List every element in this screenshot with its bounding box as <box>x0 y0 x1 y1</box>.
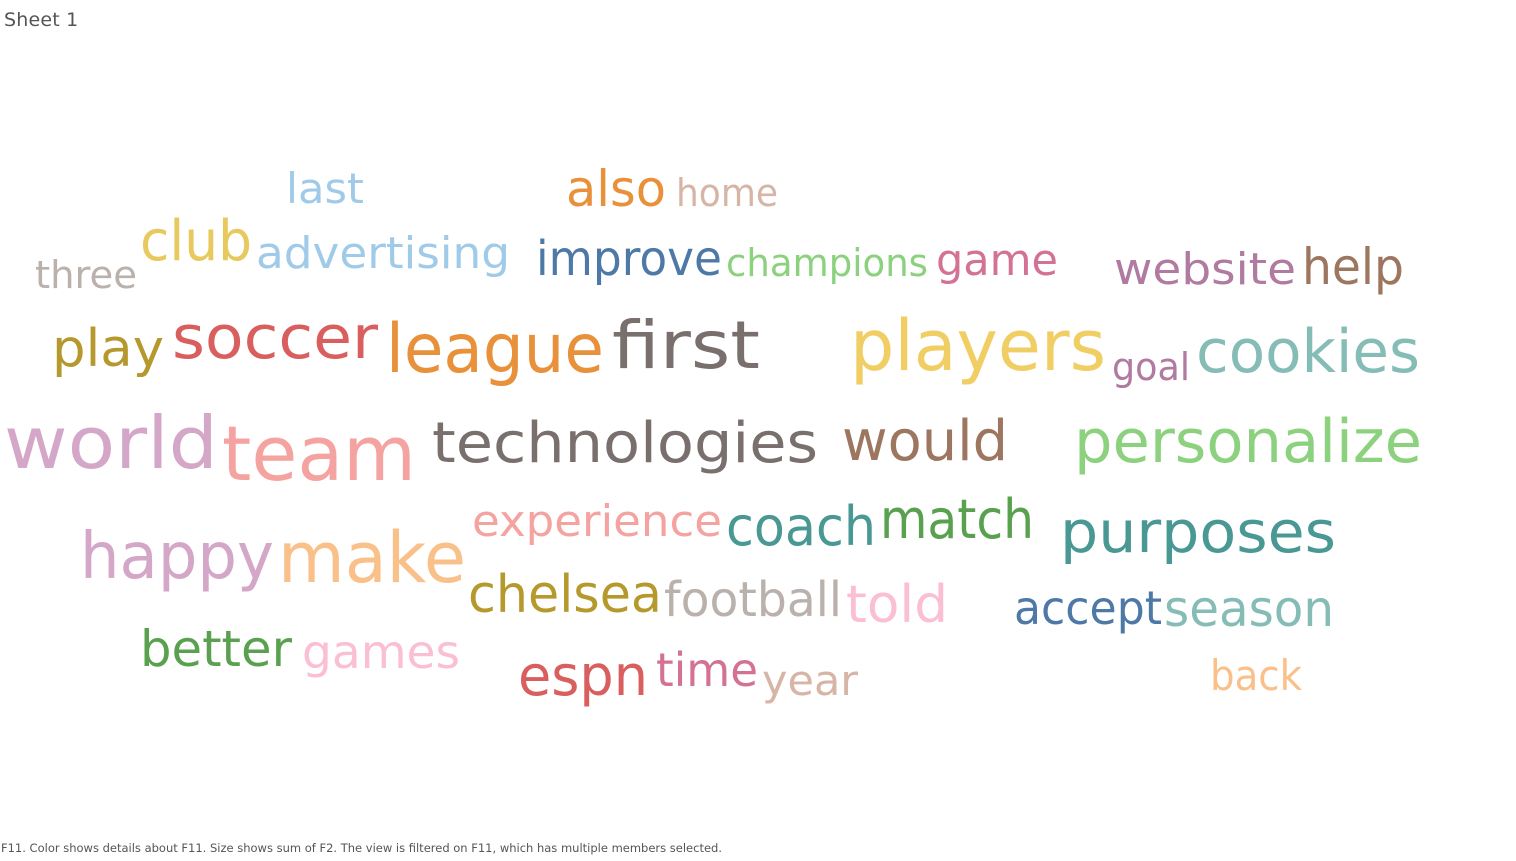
word-game[interactable]: game <box>936 235 1058 286</box>
word-three[interactable]: three <box>35 253 137 297</box>
word-also[interactable]: also <box>566 160 666 218</box>
word-told[interactable]: told <box>846 575 948 635</box>
word-accept[interactable]: accept <box>1014 581 1162 635</box>
word-soccer[interactable]: soccer <box>172 303 378 373</box>
word-make[interactable]: make <box>278 517 466 599</box>
word-champions[interactable]: champions <box>726 241 928 285</box>
word-better[interactable]: better <box>140 620 292 678</box>
word-coach[interactable]: coach <box>726 495 876 558</box>
word-back[interactable]: back <box>1210 651 1303 700</box>
word-football[interactable]: football <box>664 572 842 628</box>
word-goal[interactable]: goal <box>1112 345 1190 389</box>
word-match[interactable]: match <box>880 488 1034 551</box>
word-would[interactable]: would <box>842 409 1008 474</box>
word-games[interactable]: games <box>302 625 460 679</box>
word-happy[interactable]: happy <box>80 520 274 594</box>
chart-caption: F11. Color shows details about F11. Size… <box>1 841 722 855</box>
word-website[interactable]: website <box>1114 244 1296 295</box>
word-players[interactable]: players <box>850 305 1106 387</box>
word-last[interactable]: last <box>286 164 364 213</box>
word-play[interactable]: play <box>52 319 164 379</box>
word-team[interactable]: team <box>222 409 416 498</box>
word-purposes[interactable]: purposes <box>1060 498 1336 566</box>
word-cookies[interactable]: cookies <box>1196 317 1420 387</box>
word-personalize[interactable]: personalize <box>1074 407 1422 477</box>
word-year[interactable]: year <box>762 656 859 705</box>
word-improve[interactable]: improve <box>536 231 722 287</box>
word-first[interactable]: first <box>612 307 760 384</box>
word-club[interactable]: club <box>140 209 252 274</box>
word-home[interactable]: home <box>676 171 778 215</box>
word-technologies[interactable]: technologies <box>432 411 818 476</box>
word-espn[interactable]: espn <box>518 644 648 709</box>
word-advertising[interactable]: advertising <box>256 228 510 279</box>
word-chelsea[interactable]: chelsea <box>468 565 662 625</box>
word-world[interactable]: world <box>4 401 218 485</box>
word-help[interactable]: help <box>1302 238 1404 296</box>
word-league[interactable]: league <box>386 310 604 389</box>
word-season[interactable]: season <box>1164 580 1334 638</box>
sheet-title: Sheet 1 <box>4 9 79 31</box>
word-experience[interactable]: experience <box>472 496 722 547</box>
word-time[interactable]: time <box>656 643 758 697</box>
